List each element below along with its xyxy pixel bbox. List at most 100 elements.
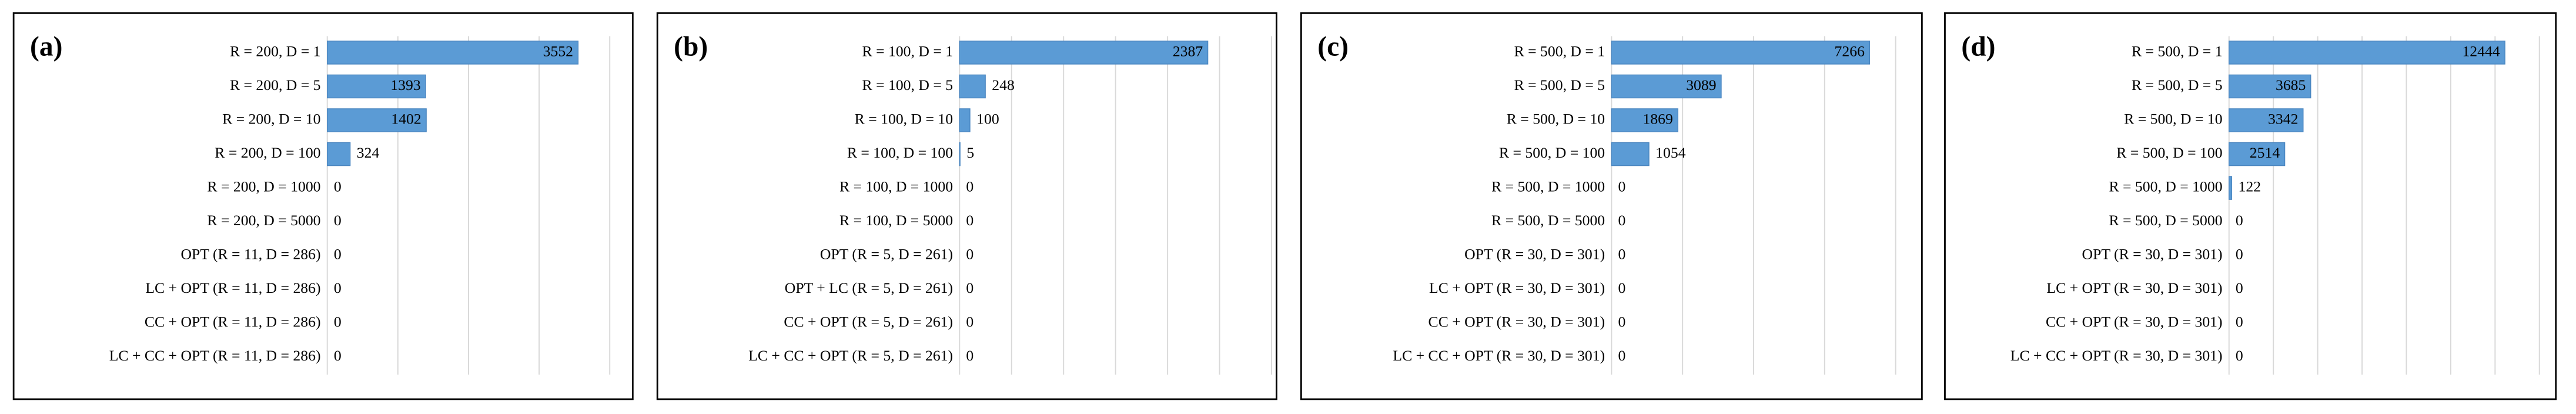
value-label: 248 [992, 76, 1015, 94]
value-label: 0 [966, 313, 973, 330]
panel-label: (c) [1317, 32, 1349, 62]
value-label: 0 [334, 246, 342, 263]
value-label: 0 [1618, 313, 1626, 330]
category-label: LC + CC + OPT (R = 30, D = 301) [2010, 347, 2223, 364]
category-label: CC + OPT (R = 5, D = 261) [784, 313, 953, 330]
value-label: 1393 [390, 76, 420, 94]
category-label: R = 500, D = 5 [2132, 76, 2223, 94]
bar [959, 142, 961, 166]
bar [959, 41, 1209, 65]
value-label: 0 [334, 347, 342, 364]
category-label: R = 500, D = 100 [2116, 144, 2222, 161]
category-label: CC + OPT (R = 30, D = 301) [2046, 313, 2223, 330]
bar [959, 74, 986, 99]
value-label: 0 [1618, 178, 1626, 195]
category-label: R = 100, D = 1000 [839, 178, 953, 195]
panel-label: (a) [30, 32, 62, 62]
category-label: R = 500, D = 5000 [2109, 212, 2222, 229]
bar [1611, 41, 1871, 65]
bar [2229, 74, 2311, 99]
category-label: R = 200, D = 10 [222, 110, 320, 127]
category-label: OPT (R = 30, D = 301) [2082, 246, 2223, 263]
category-label: CC + OPT (R = 30, D = 301) [1428, 313, 1605, 330]
value-label: 0 [966, 178, 973, 195]
category-label: OPT (R = 30, D = 301) [1464, 246, 1605, 263]
panel-label: (d) [1961, 32, 1995, 62]
value-label: 0 [966, 246, 973, 263]
bar [1611, 74, 1722, 99]
category-label: LC + CC + OPT (R = 30, D = 301) [1393, 347, 1605, 364]
value-label: 0 [966, 279, 973, 296]
category-label: R = 200, D = 1000 [207, 178, 320, 195]
value-label: 1054 [1655, 144, 1686, 161]
bar [1611, 142, 1650, 166]
value-label: 0 [2236, 279, 2243, 296]
value-label: 0 [1618, 246, 1626, 263]
bar [327, 108, 427, 132]
category-label: R = 500, D = 1000 [1491, 178, 1605, 195]
category-label: R = 200, D = 5 [230, 76, 321, 94]
category-label: CC + OPT (R = 11, D = 286) [145, 313, 321, 330]
category-label: LC + CC + OPT (R = 5, D = 261) [748, 347, 953, 364]
category-label: R = 500, D = 1 [1514, 42, 1605, 59]
value-label: 0 [334, 279, 342, 296]
bar [1611, 108, 1678, 132]
bar [959, 108, 971, 132]
value-label: 1402 [391, 110, 421, 127]
category-label: LC + OPT (R = 11, D = 286) [145, 279, 320, 296]
category-label: LC + OPT (R = 30, D = 301) [1429, 279, 1605, 296]
category-label: R = 500, D = 1000 [2109, 178, 2222, 195]
value-label: 0 [1618, 279, 1626, 296]
bar [2229, 41, 2505, 65]
category-label: R = 200, D = 100 [215, 144, 320, 161]
value-label: 0 [2236, 212, 2243, 229]
category-label: R = 500, D = 5 [1514, 76, 1605, 94]
value-label: 2514 [2250, 144, 2280, 161]
value-label: 0 [2236, 313, 2243, 330]
value-label: 2387 [1173, 42, 1203, 59]
category-label: OPT + LC (R = 5, D = 261) [785, 279, 953, 296]
value-label: 3089 [1686, 76, 1716, 94]
value-label: 0 [2236, 246, 2243, 263]
category-label: R = 500, D = 1 [2132, 42, 2223, 59]
category-label: LC + CC + OPT (R = 11, D = 286) [109, 347, 321, 364]
value-label: 0 [2236, 347, 2243, 364]
value-label: 0 [966, 212, 973, 229]
bar [327, 142, 351, 166]
value-label: 324 [357, 144, 380, 161]
value-label: 12444 [2462, 42, 2500, 59]
category-label: R = 500, D = 100 [1499, 144, 1605, 161]
category-label: OPT (R = 11, D = 286) [180, 246, 320, 263]
bar [2229, 176, 2233, 200]
value-label: 7266 [1835, 42, 1865, 59]
panel-frame [12, 12, 634, 400]
category-label: OPT (R = 5, D = 261) [820, 246, 953, 263]
category-label: R = 100, D = 100 [847, 144, 953, 161]
bar [2229, 108, 2304, 132]
value-label: 0 [1618, 347, 1626, 364]
category-label: R = 200, D = 5000 [207, 212, 320, 229]
value-label: 3342 [2268, 110, 2298, 127]
panel-label: (b) [674, 32, 708, 62]
category-label: LC + OPT (R = 30, D = 301) [2046, 279, 2222, 296]
value-label: 1869 [1643, 110, 1673, 127]
category-label: R = 100, D = 5 [862, 76, 954, 94]
category-label: R = 100, D = 10 [855, 110, 953, 127]
bar [327, 41, 579, 65]
value-label: 0 [334, 178, 342, 195]
panel-frame [1944, 12, 2557, 400]
panel-frame [1300, 12, 1923, 400]
category-label: R = 100, D = 5000 [839, 212, 953, 229]
category-label: R = 500, D = 10 [1507, 110, 1605, 127]
value-label: 0 [966, 347, 973, 364]
value-label: 3552 [543, 42, 573, 59]
category-label: R = 100, D = 1 [862, 42, 954, 59]
value-label: 100 [976, 110, 999, 127]
category-label: R = 500, D = 10 [2124, 110, 2222, 127]
category-label: R = 500, D = 5000 [1491, 212, 1605, 229]
bar [2229, 142, 2286, 166]
value-label: 3685 [2276, 76, 2306, 94]
panel-frame [656, 12, 1277, 400]
value-label: 122 [2239, 178, 2261, 195]
